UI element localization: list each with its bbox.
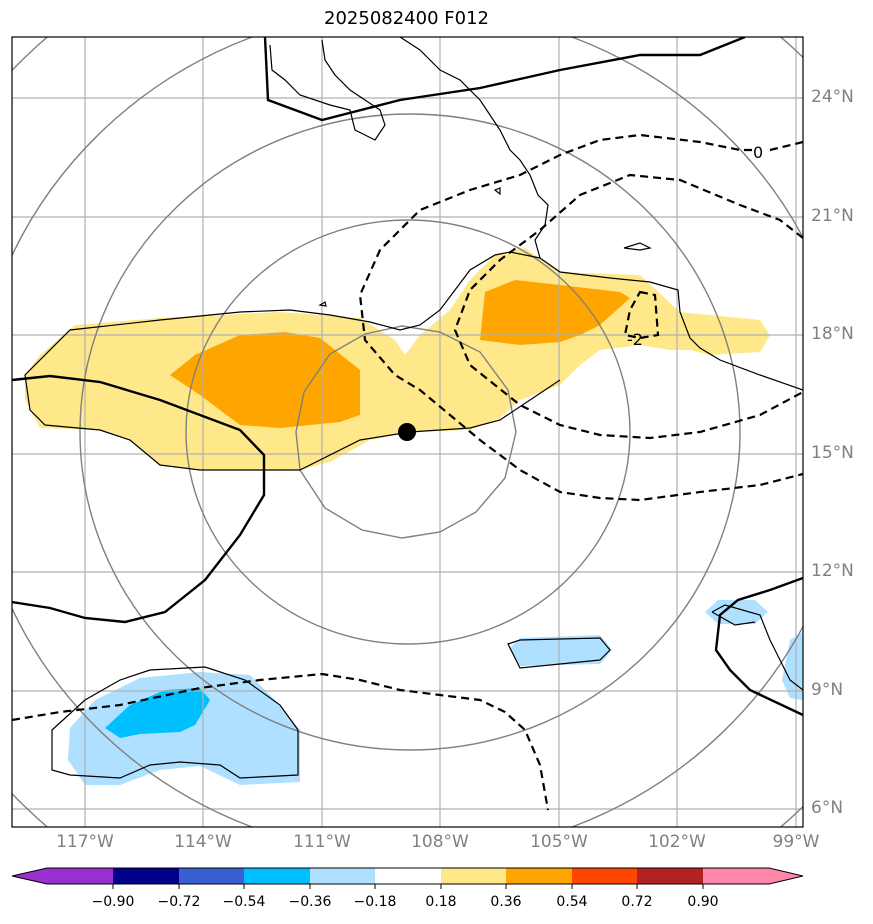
contour-label-minus-two: -2 (627, 330, 643, 349)
colorbar-extend-high (769, 868, 803, 884)
lon-label-102w: 102°W (648, 832, 706, 852)
colorbar-tick-label: −0.72 (157, 894, 201, 910)
blue-region-southwest (105, 688, 210, 738)
lat-label-18n: 18°N (811, 324, 854, 344)
solid-contours (12, 37, 803, 717)
coastlines (24, 37, 803, 779)
map-frame (11, 36, 804, 828)
colorbar-tick-label: −0.54 (222, 894, 266, 910)
colorbar-tick-label: 0.72 (621, 894, 653, 910)
colorbar-tick-label: 0.36 (490, 894, 522, 910)
light-yellow-region-west (25, 248, 770, 470)
lat-label-12n: 12°N (811, 561, 854, 581)
light-blue-region-central (510, 635, 612, 666)
lat-label-9n: 9°N (811, 680, 844, 700)
colorbar-tick-label: 0.90 (687, 894, 719, 910)
colorbar-tick-label: −0.36 (288, 894, 332, 910)
lon-label-111w: 111°W (293, 832, 351, 852)
colorbar-tick-label: 0.18 (425, 894, 457, 910)
lat-label-21n: 21°N (811, 206, 854, 226)
lat-label-15n: 15°N (811, 443, 854, 463)
light-blue-region-far-east (782, 632, 803, 700)
negative-anomaly-shading (68, 600, 803, 785)
map-title: 2025082400 F012 (324, 8, 489, 29)
lon-label-108w: 108°W (411, 832, 469, 852)
lon-label-114w: 114°W (174, 832, 232, 852)
lon-label-117w: 117°W (56, 832, 114, 852)
lon-label-105w: 105°W (530, 832, 588, 852)
colorbar-extend-low (12, 868, 47, 884)
lon-label-99w: 99°W (772, 832, 820, 852)
contour-label-zero: 0 (753, 143, 763, 162)
storm-center-marker (398, 423, 416, 441)
dashed-contours (12, 133, 803, 811)
orange-region-west (170, 332, 360, 428)
colorbar (11, 867, 804, 889)
colorbar-tick-label: −0.18 (353, 894, 397, 910)
contour-labels: 0 -2 (627, 142, 766, 349)
lat-label-24n: 24°N (811, 87, 854, 107)
lat-label-6n: 6°N (811, 798, 844, 818)
positive-anomaly-shading (25, 248, 770, 470)
colorbar-tick-label: 0.54 (556, 894, 588, 910)
colorbar-tick-label: −0.90 (91, 894, 135, 910)
orange-region-east (480, 280, 630, 345)
light-blue-region-east (705, 600, 768, 624)
